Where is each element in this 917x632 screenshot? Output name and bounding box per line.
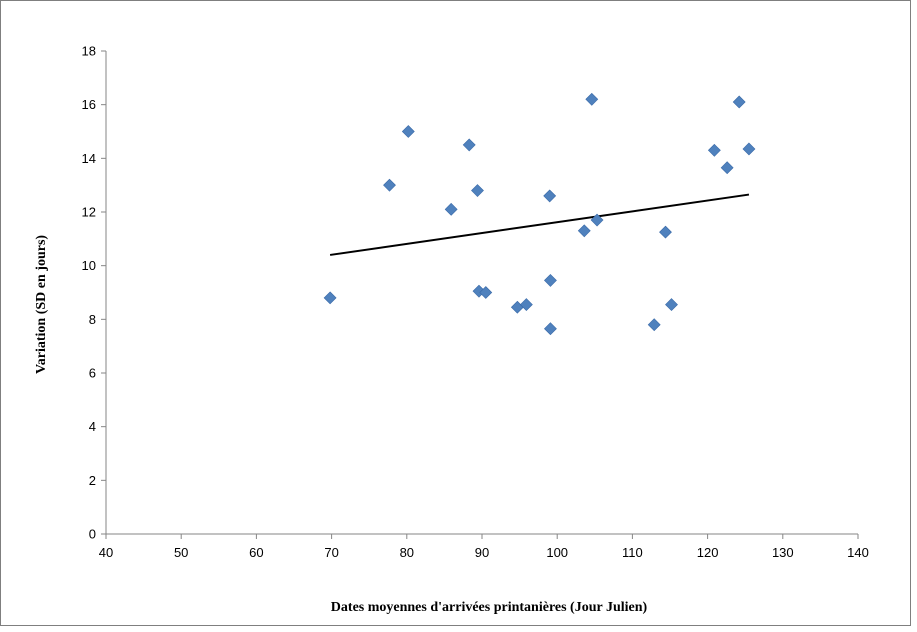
x-tick-label: 60: [249, 545, 263, 560]
y-tick-label: 18: [82, 44, 96, 59]
x-tick-label: 70: [324, 545, 338, 560]
data-point: [543, 189, 557, 203]
y-tick-label: 6: [89, 366, 96, 381]
x-tick-label: 130: [772, 545, 794, 560]
y-tick-label: 0: [89, 527, 96, 542]
data-point: [401, 125, 415, 138]
x-tick-label: 100: [546, 545, 568, 560]
data-point: [590, 213, 604, 227]
y-tick-label: 4: [89, 419, 96, 434]
data-point: [742, 142, 756, 156]
x-tick-label: 140: [847, 545, 869, 560]
x-tick-label: 50: [174, 545, 188, 560]
data-point: [479, 286, 493, 299]
x-tick-label: 80: [400, 545, 414, 560]
data-point: [323, 291, 337, 305]
data-point: [720, 161, 734, 175]
y-tick-label: 10: [82, 258, 96, 273]
data-point: [577, 224, 591, 238]
y-tick-label: 16: [82, 97, 96, 112]
y-tick-label: 14: [82, 151, 96, 166]
x-axis-title: Dates moyennes d'arrivées printanières (…: [331, 600, 648, 615]
data-point: [444, 202, 458, 216]
data-point: [665, 298, 678, 311]
y-axis-title: Variation (SD en jours): [34, 235, 49, 374]
data-point: [585, 92, 599, 106]
x-tick-label: 90: [475, 545, 489, 560]
data-point: [707, 143, 721, 157]
data-point: [544, 274, 557, 287]
data-point: [462, 138, 476, 152]
y-tick-label: 2: [89, 473, 96, 488]
data-point: [519, 298, 533, 311]
data-point: [659, 225, 672, 239]
data-point: [732, 95, 746, 109]
data-point: [544, 322, 557, 336]
data-point: [647, 318, 661, 332]
y-tick-label: 12: [82, 205, 96, 220]
data-point: [471, 184, 484, 197]
trendline: [329, 193, 750, 256]
y-tick-label: 8: [89, 312, 96, 327]
data-point: [383, 178, 396, 192]
x-tick-label: 110: [622, 545, 643, 560]
x-tick-label: 120: [697, 545, 719, 560]
x-tick-label: 40: [99, 545, 113, 560]
